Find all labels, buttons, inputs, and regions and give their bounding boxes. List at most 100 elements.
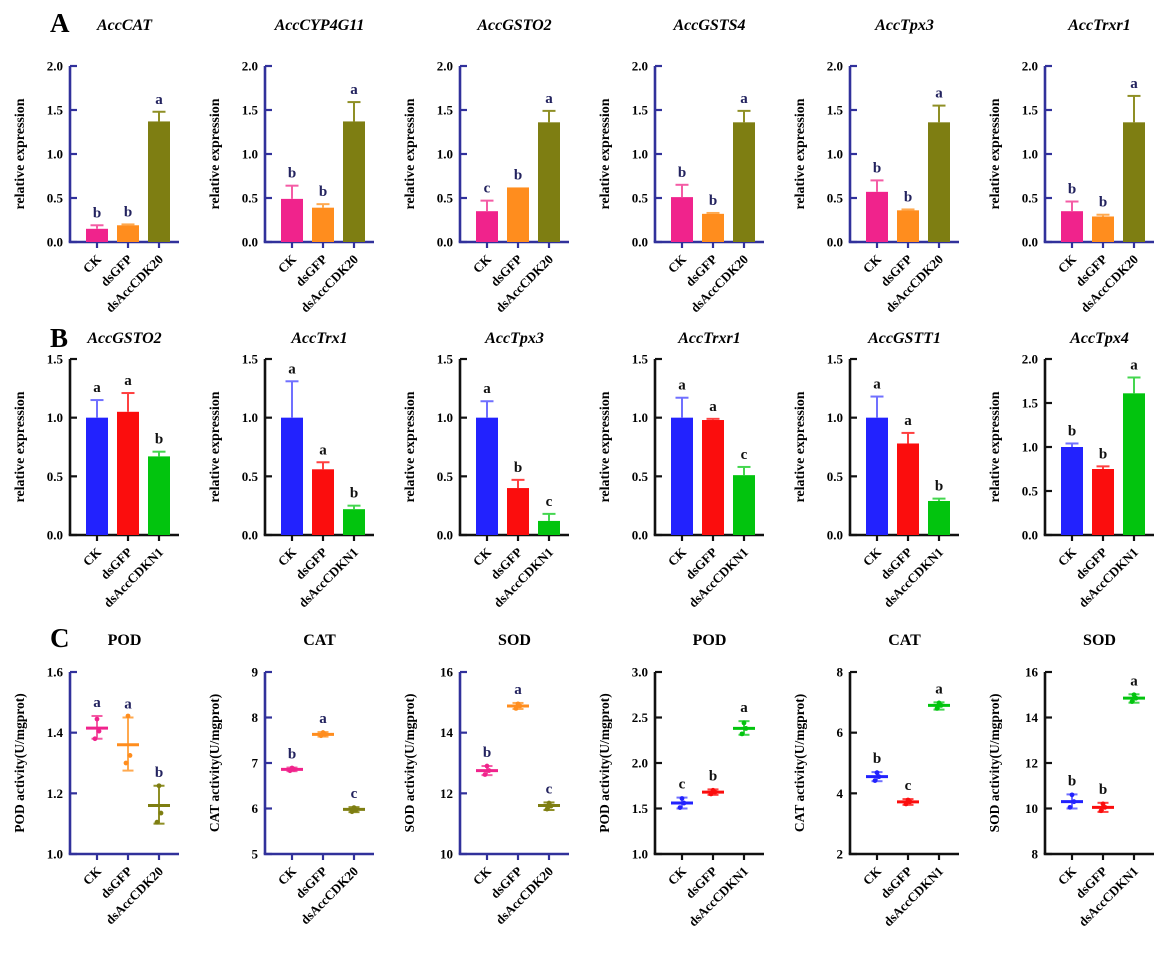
significance-letter: a [904,413,912,429]
y-tick-label: 9 [252,665,259,680]
y-tick-label: 2.0 [1022,59,1038,74]
significance-letter: b [1099,446,1107,462]
y-tick-label: 12 [1025,756,1038,771]
chart-title: AccTpx3 [484,330,544,347]
data-point [681,800,687,806]
significance-letter: a [545,91,553,107]
y-tick-label: 4 [837,786,844,801]
panel-row-b: B AccGSTO2 relative expression 0.0 0.5 1.0 1.… [0,315,1169,615]
chart-B-acctpx3: AccTpx3 relative expression 0.0 0.5 1.0 1.5 CK… [403,330,569,610]
y-tick-label: 1.0 [827,410,843,425]
y-axis-label: relative expression [988,98,1003,209]
significance-letter: a [873,377,881,393]
y-tick-label: 1.5 [437,103,454,118]
significance-letter: b [514,460,522,476]
y-tick-label: 2.0 [632,59,648,74]
bar-CK [866,191,888,242]
x-tick-label: CK [860,251,885,276]
bar-CK [476,417,498,535]
y-axis-label: relative expression [793,98,808,209]
y-tick-label: 1.5 [242,352,259,367]
significance-letter: a [319,711,327,727]
panel-row-c: C POD POD activity(U/mgprot) 1.0 1.2 1.4 1.6 C… [0,615,1169,959]
bar-dsAccCDK20 [148,121,170,242]
y-tick-label: 1.6 [47,665,64,680]
x-tick-label: CK [470,863,495,888]
bar-CK [1061,211,1083,242]
bar-dsGFP [702,213,724,242]
significance-letter: b [1068,423,1076,439]
significance-letter: b [288,166,296,182]
bar-dsAccCDK20 [343,121,365,242]
bar-dsGFP [117,411,139,535]
bar-dsGFP [897,443,919,535]
chart-C-pod: POD POD activity(U/mgprot) 1.0 1.5 2.0 2.5 3.0… [597,632,764,929]
y-tick-label: 16 [1025,665,1039,680]
y-tick-label: 16 [440,665,454,680]
data-point [679,796,685,801]
data-point [349,809,355,815]
x-tick-label: CK [275,863,300,888]
bar-dsGFP [1092,469,1114,535]
chart-title: AccGSTO2 [86,330,161,347]
chart-title: AccTrxr1 [1067,17,1131,34]
bar-dsAccCDKN1 [1123,393,1145,535]
panel-label-a: A [50,8,70,38]
bar-dsAccCDKN1 [343,509,365,535]
significance-letter: b [1099,782,1107,798]
y-tick-label: 8 [1032,847,1039,862]
data-point [123,760,129,766]
data-point [482,772,488,777]
data-point [936,700,942,706]
significance-letter: c [679,777,686,793]
bar-dsAccCDK20 [733,122,755,242]
significance-letter: b [319,184,327,200]
bar-dsAccCDKN1 [538,520,560,535]
chart-title: SOD [1083,632,1116,649]
data-point [708,791,714,797]
y-tick-label: 0.0 [632,528,648,543]
y-tick-label: 1.4 [47,725,64,740]
data-point [515,701,521,707]
x-tick-label: CK [1055,863,1080,888]
data-point [546,800,552,806]
data-point [710,787,716,793]
data-point [1098,808,1104,814]
y-tick-label: 3.0 [632,665,648,680]
bar-CK [866,417,888,535]
x-tick-label: CK [860,863,885,888]
y-tick-label: 1.0 [632,147,648,162]
bar-dsAccCDKN1 [148,456,170,535]
significance-letter: b [678,165,686,181]
chart-A-accgsto2: AccGSTO2 relative expression 0.0 0.5 1.0 1.5 2… [403,17,569,315]
y-tick-label: 0.5 [1022,191,1039,206]
y-tick-label: 0.0 [47,235,63,250]
y-axis-label: relative expression [13,98,28,209]
bar-dsAccCDKN1 [928,500,950,535]
chart-title: AccGSTO2 [476,17,551,34]
y-tick-label: 14 [1025,710,1039,725]
data-point [484,763,490,769]
significance-letter: a [124,697,132,713]
chart-title: AccCYP4G11 [274,17,365,34]
significance-letter: b [93,205,101,221]
data-point [320,730,326,735]
significance-letter: a [740,700,748,716]
chart-B-accgstt1: AccGSTT1 relative expression 0.0 0.5 1.0 1.5 C… [793,330,959,610]
y-tick-label: 0.0 [632,235,648,250]
significance-letter: a [319,442,327,458]
significance-letter: b [873,751,881,767]
y-tick-label: 5 [252,847,259,862]
y-tick-label: 1.2 [47,786,63,801]
y-tick-label: 0.0 [1022,528,1038,543]
y-tick-label: 1.0 [437,147,453,162]
y-axis-label: relative expression [208,391,223,502]
chart-A-acccyp4g11: AccCYP4G11 relative expression 0.0 0.5 1.0 1.… [208,17,374,315]
y-tick-label: 1.5 [632,352,649,367]
data-point [158,810,164,816]
data-point [94,716,100,722]
y-tick-label: 2.0 [1022,352,1038,367]
significance-letter: a [93,695,101,711]
significance-letter: b [514,167,522,183]
y-tick-label: 0.5 [242,469,259,484]
